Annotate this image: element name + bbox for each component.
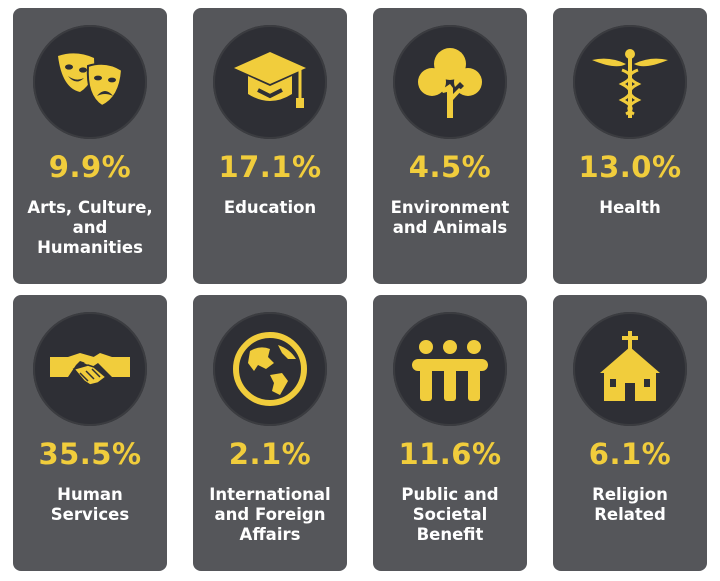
icon-circle (573, 25, 687, 139)
percentage-value: 4.5% (408, 150, 492, 184)
category-label: Arts, Culture, and Humanities (27, 198, 153, 257)
percentage-value: 11.6% (398, 437, 502, 471)
category-label: Religion Related (592, 485, 668, 524)
percentage-value: 2.1% (228, 437, 312, 471)
category-card-health: 13.0% Health (553, 8, 707, 284)
icon-circle (33, 25, 147, 139)
church-icon (600, 331, 660, 401)
icon-circle (33, 312, 147, 426)
percentage-value: 13.0% (578, 150, 682, 184)
graduation-cap-icon (234, 52, 306, 108)
icon-circle (573, 312, 687, 426)
category-label: Public and Societal Benefit (401, 485, 499, 544)
category-label: International and Foreign Affairs (209, 485, 331, 544)
icon-circle (393, 25, 507, 139)
icon-circle (213, 312, 327, 426)
caduceus-icon (592, 49, 668, 118)
percentage-value: 17.1% (218, 150, 322, 184)
tree-icon (418, 48, 482, 118)
icon-circle (213, 25, 327, 139)
category-label: Education (223, 198, 317, 217)
category-card-human-services: 35.5% Human Services (13, 295, 167, 571)
category-card-public-benefit: 11.6% Public and Societal Benefit (373, 295, 527, 571)
percentage-value: 9.9% (48, 150, 132, 184)
theater-masks-icon (58, 53, 124, 108)
handshake-icon (50, 353, 130, 386)
category-label: Health (599, 198, 661, 217)
category-card-environment: 4.5% Environment and Animals (373, 8, 527, 284)
category-label: Environment and Animals (390, 198, 510, 237)
people-holding-hands-icon (412, 340, 488, 401)
icon-circle (393, 312, 507, 426)
percentage-value: 35.5% (38, 437, 142, 471)
category-card-education: 17.1% Education (193, 8, 347, 284)
category-card-religion: 6.1% Religion Related (553, 295, 707, 571)
globe-icon (233, 332, 307, 406)
category-label: Human Services (50, 485, 130, 524)
percentage-value: 6.1% (588, 437, 672, 471)
category-card-arts: 9.9% Arts, Culture, and Humanities (13, 8, 167, 284)
category-card-international: 2.1% International and Foreign Affairs (193, 295, 347, 571)
